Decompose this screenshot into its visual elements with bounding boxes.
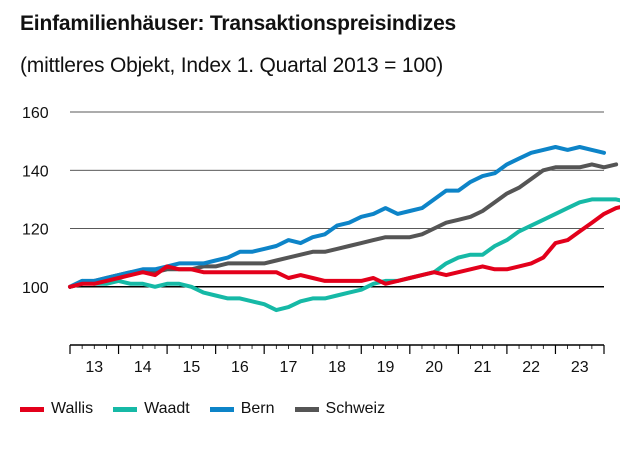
legend-item-waadt: Waadt [113, 400, 190, 418]
x-tick-label: 23 [571, 359, 589, 376]
x-tick-label: 19 [377, 359, 395, 376]
legend-item-schweiz: Schweiz [294, 400, 386, 418]
legend-swatch [209, 406, 234, 412]
legend-label: Waadt [144, 400, 190, 417]
legend-label: Bern [240, 400, 275, 417]
chart-title: Einfamilienhäuser: Transaktionspreisindi… [20, 12, 457, 35]
x-tick-label: 14 [134, 359, 152, 376]
legend-item-bern: Bern [209, 400, 275, 418]
y-tick-label: 160 [22, 105, 49, 122]
x-tick-label: 15 [182, 359, 200, 376]
x-tick-label: 17 [280, 359, 298, 376]
legend-swatch [20, 406, 44, 412]
series-line-waadt [68, 197, 620, 313]
legend-swatch [113, 406, 138, 412]
y-tick-label: 140 [22, 163, 49, 180]
y-tick-label: 120 [22, 222, 49, 239]
chart-subtitle: (mittleres Objekt, Index 1. Quartal 2013… [20, 54, 444, 77]
series-line-wallis [68, 205, 620, 289]
x-tick-label: 21 [474, 359, 492, 376]
legend-label: Schweiz [325, 400, 386, 417]
y-tick-label: 100 [22, 280, 49, 297]
legend-label: Wallis [51, 400, 94, 417]
x-tick-label: 16 [231, 359, 249, 376]
series-line-bern [68, 145, 606, 289]
chart-legend: Wallis Waadt Bern Schweiz [20, 400, 405, 418]
x-tick-label: 18 [328, 359, 346, 376]
legend-swatch [294, 406, 319, 412]
x-tick-label: 20 [425, 359, 443, 376]
legend-item-wallis: Wallis [20, 400, 93, 418]
x-tick-label: 13 [85, 359, 103, 376]
x-tick-label: 22 [522, 359, 540, 376]
